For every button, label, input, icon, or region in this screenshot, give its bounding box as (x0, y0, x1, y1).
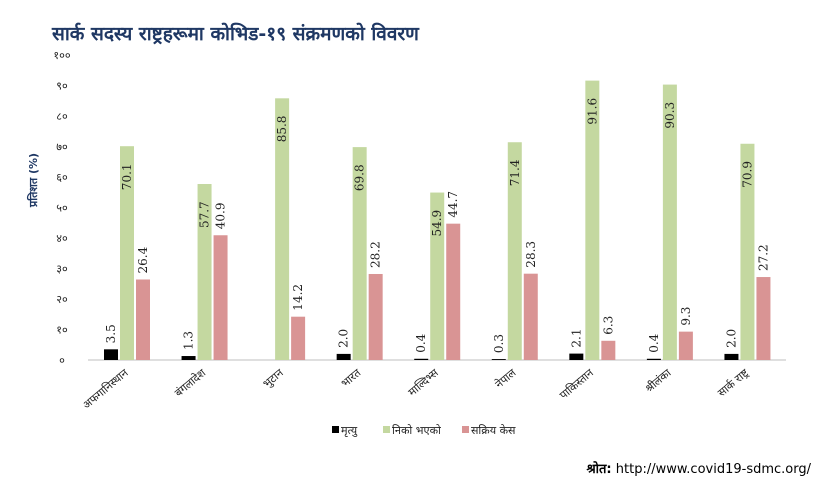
source-note: श्रोत: http://www.covid19-sdmc.org/ (586, 459, 811, 477)
y-tick-label: २० (56, 293, 68, 306)
active-bar (601, 340, 616, 360)
y-axis-ticks: ० १० २० ३० ४० ५० ६० ७० ८० ९० १०० (53, 49, 70, 367)
y-axis-label: प्रतिशत (%) (26, 153, 40, 208)
death-bar (104, 349, 118, 360)
active-value-label: 40.9 (214, 203, 228, 230)
recovered-bar (430, 192, 445, 360)
active-value-label: 14.2 (291, 284, 305, 311)
recovered-bar (507, 142, 522, 360)
y-tick-label: ६० (56, 171, 68, 184)
legend-label: निको भएको (392, 424, 441, 437)
y-tick-label: ० (59, 354, 65, 367)
y-tick-label: ४० (56, 232, 68, 245)
category-label: नेपाल (493, 366, 519, 391)
category-label: श्रीलंका (643, 366, 674, 395)
y-tick-label: ९० (56, 80, 68, 93)
category-label: बंगलादेश (172, 366, 208, 399)
chart-title: सार्क सदस्य राष्ट्रहरूमा कोभिड-१९ संक्रम… (52, 23, 419, 45)
recovered-value-label: 70.1 (120, 163, 134, 190)
recovered-value-label: 85.8 (275, 116, 289, 143)
source-url: http://www.covid19-sdmc.org/ (615, 462, 811, 477)
recovered-value-label: 57.7 (198, 201, 212, 228)
legend-swatch (332, 426, 339, 433)
y-tick-label: ८० (56, 110, 68, 123)
recovered-value-label: 90.3 (663, 102, 677, 129)
y-tick-label: ५० (56, 202, 68, 215)
death-bar (646, 358, 661, 360)
y-tick-label: ७० (56, 141, 68, 154)
bars-group: 3.5 70.1 26.4 1.3 57.7 40.9 85.8 14.2 2.0 69.8 28.… (104, 80, 771, 361)
death-bar (181, 356, 196, 360)
active-value-label: 28.2 (369, 241, 383, 268)
recovered-bar (120, 146, 134, 360)
active-bar (213, 235, 228, 360)
recovered-value-label: 70.9 (740, 161, 754, 188)
recovered-value-label: 91.6 (585, 98, 599, 125)
active-value-label: 9.3 (679, 307, 693, 326)
active-bar (136, 279, 150, 360)
death-value-label: 0.4 (414, 333, 428, 352)
active-bar (523, 273, 538, 360)
recovered-bar (585, 80, 600, 361)
death-bar (336, 353, 351, 360)
active-value-label: 44.7 (446, 191, 460, 218)
legend-label: सक्रिय केस (471, 424, 516, 437)
y-tick-label: १० (56, 324, 68, 337)
recovered-bar (197, 184, 212, 360)
category-label: माल्दिभ्स (406, 366, 442, 399)
death-value-label: 2.0 (724, 329, 738, 348)
active-value-label: 28.3 (524, 241, 538, 268)
recovered-value-label: 69.8 (353, 164, 367, 191)
active-bar (291, 316, 306, 360)
legend-swatch (462, 426, 469, 433)
category-labels: अफगानिस्थान बंगलादेश भुटान भारत माल्दिभ्स नेप… (80, 366, 751, 412)
active-bar (678, 331, 693, 360)
y-tick-label: १०० (53, 49, 70, 62)
recovered-bar (740, 143, 755, 360)
death-bar (724, 353, 739, 360)
recovered-bar (662, 84, 677, 361)
death-value-label: 3.5 (104, 324, 118, 343)
active-bar (756, 277, 771, 360)
death-bar (414, 358, 429, 360)
category-label: भुटान (260, 366, 286, 391)
recovered-value-label: 54.9 (430, 210, 444, 237)
source-label: श्रोत: (586, 462, 612, 477)
category-label: अफगानिस्थान (80, 366, 131, 412)
active-bar (446, 223, 461, 360)
legend-swatch (383, 426, 390, 433)
recovered-bar (352, 147, 367, 360)
active-value-label: 6.3 (601, 316, 615, 335)
legend-label: मृत्यु (341, 424, 358, 437)
death-bar (569, 353, 584, 360)
category-label: भारत (339, 366, 364, 390)
death-value-label: 0.3 (492, 334, 506, 353)
legend: मृत्यु निको भएको सक्रिय केस (332, 424, 516, 437)
death-value-label: 2.0 (337, 329, 351, 348)
active-value-label: 27.2 (756, 244, 770, 271)
recovered-bar (275, 98, 290, 360)
recovered-value-label: 71.4 (508, 159, 522, 186)
death-value-label: 1.3 (182, 331, 196, 350)
y-tick-label: ३० (56, 263, 68, 276)
death-bar (491, 359, 506, 360)
category-label: सार्क राष्ट्र (715, 366, 751, 399)
active-bar (368, 273, 383, 360)
category-label: पाकिस्तान (557, 366, 597, 402)
active-value-label: 26.4 (136, 246, 150, 273)
death-value-label: 0.4 (647, 333, 661, 352)
death-value-label: 2.1 (569, 329, 583, 348)
